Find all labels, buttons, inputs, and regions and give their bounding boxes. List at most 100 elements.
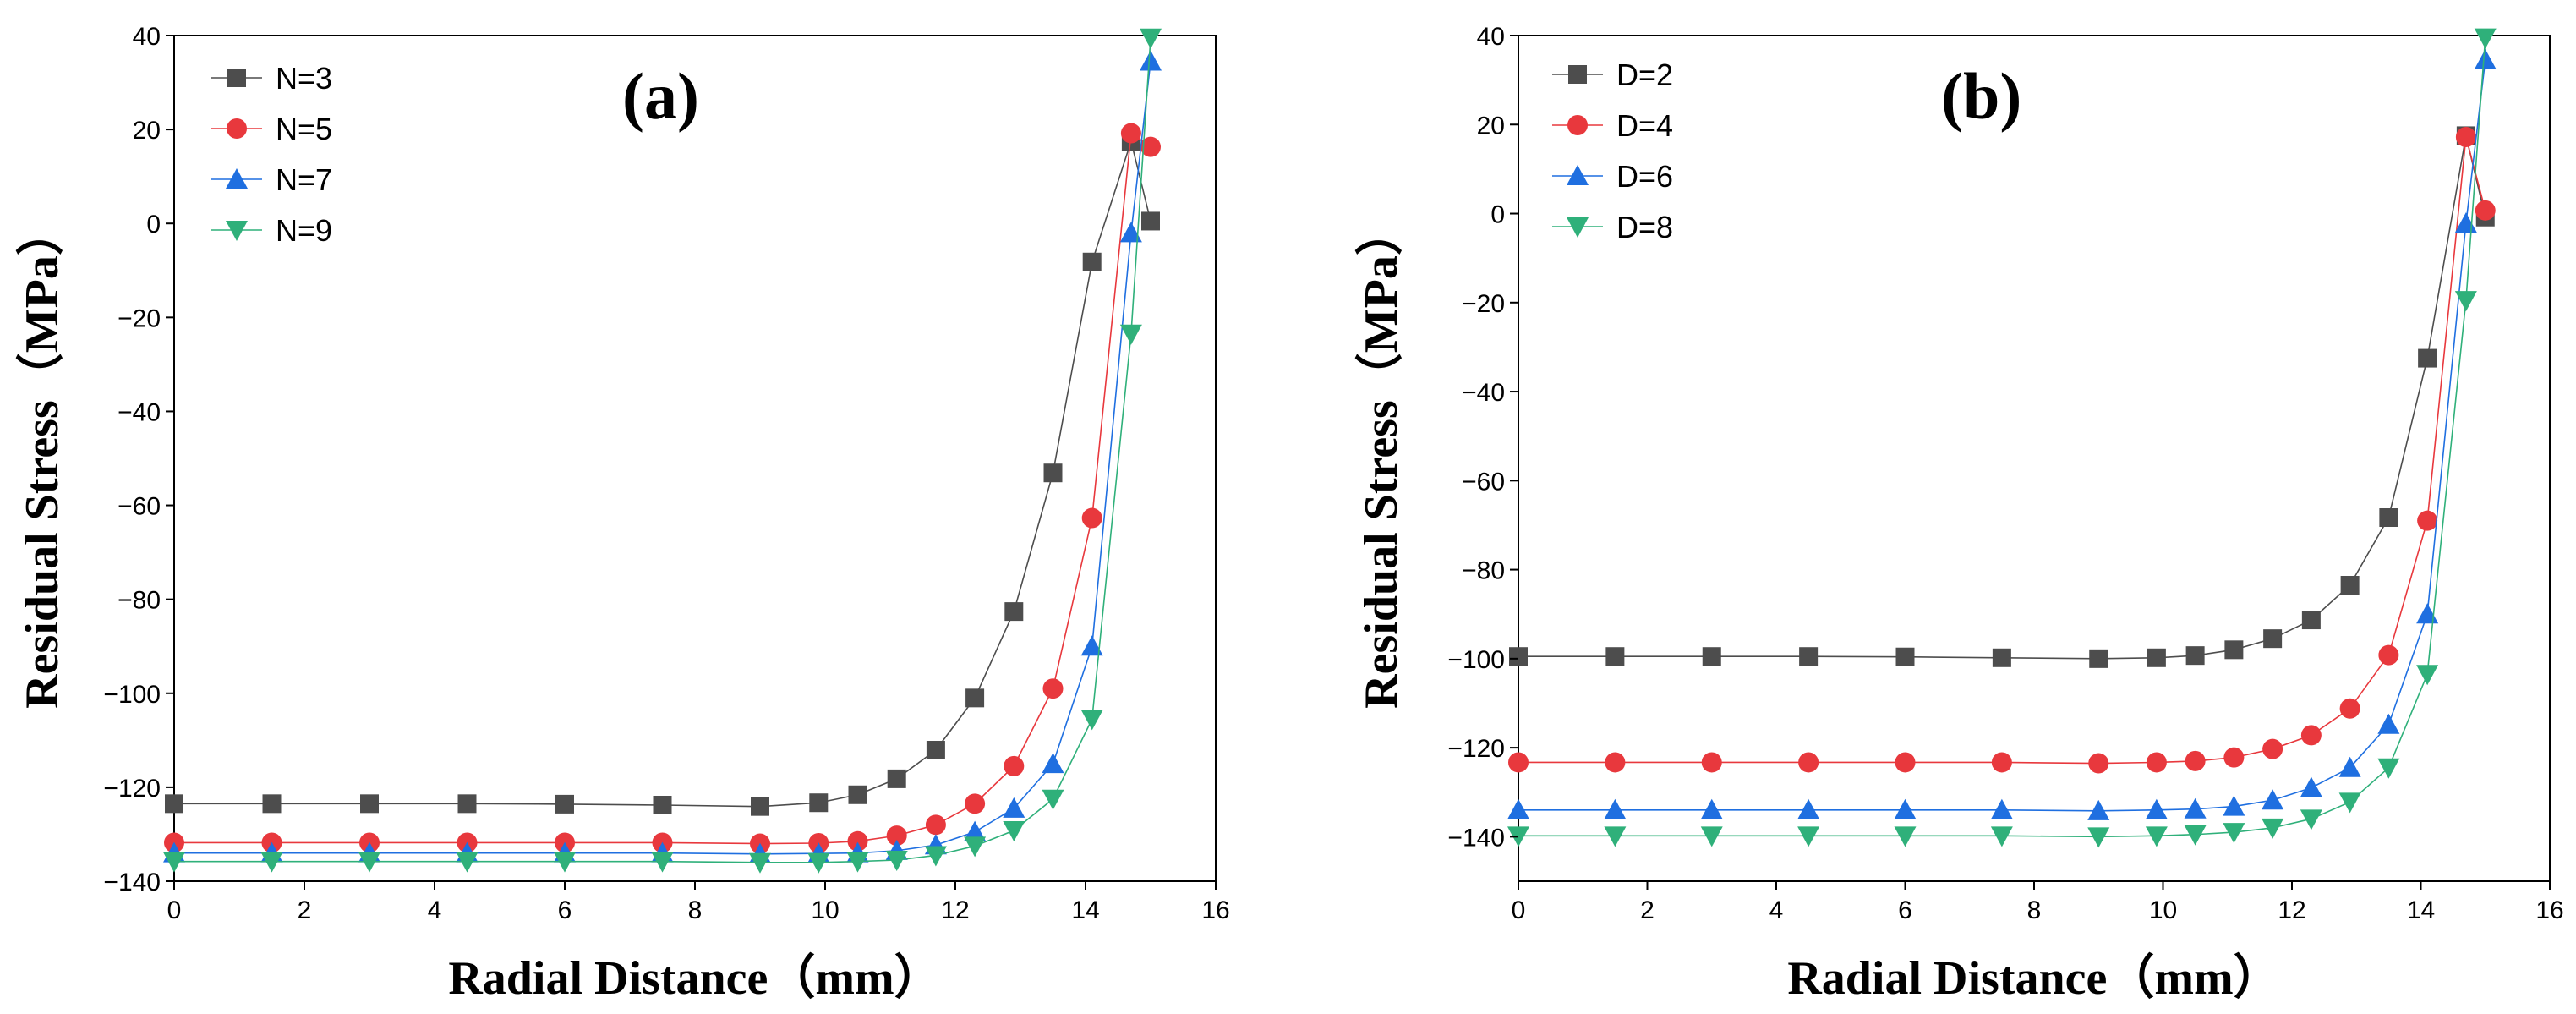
data-point-N=3 — [1141, 211, 1160, 231]
y-axis-title: Residual Stress（MPa） — [1354, 208, 1408, 709]
legend: N=3 N=5 N=7 N=9 — [211, 61, 332, 248]
data-point-D=6 — [1700, 798, 1723, 819]
y-tick-label: 0 — [1490, 201, 1505, 229]
data-point-D=8 — [1700, 826, 1723, 847]
legend-label: D=2 — [1616, 58, 1673, 92]
x-tick-label: 16 — [2535, 896, 2563, 924]
data-point-N=9 — [846, 852, 869, 873]
y-axis-ticks: −140 −120 −100 −80 −60 −40 −20 0 20 40 — [1447, 23, 1518, 852]
data-point-N=9 — [924, 846, 947, 867]
data-point-D=6 — [1990, 798, 2013, 819]
data-point-D=2 — [2089, 649, 2108, 668]
data-point-D=2 — [2224, 640, 2244, 660]
data-point-D=2 — [2185, 646, 2205, 666]
data-point-D=8 — [2087, 827, 2110, 848]
legend-marker — [1568, 65, 1587, 84]
data-point-N=3 — [887, 769, 906, 788]
data-point-D=4 — [1991, 752, 2012, 773]
data-point-D=6 — [2184, 797, 2207, 819]
data-point-D=2 — [1702, 647, 1721, 666]
data-point-D=8 — [2223, 823, 2245, 844]
data-point-D=4 — [1508, 752, 1529, 773]
y-tick-label: −20 — [1462, 290, 1505, 318]
data-point-N=7 — [1042, 753, 1064, 774]
x-tick-label: 12 — [941, 896, 969, 924]
data-point-N=9 — [651, 852, 674, 873]
legend-label: N=5 — [276, 112, 332, 146]
chart-panel-b: 0 2 4 6 8 10 12 14 16 −140 −120 −100 −80 −60 −40 −20 0 2… — [1354, 23, 2564, 1005]
data-point-D=8 — [2338, 792, 2361, 814]
data-point-D=2 — [1509, 647, 1528, 666]
y-tick-label: −120 — [103, 775, 161, 803]
y-tick-label: −120 — [1447, 735, 1505, 763]
data-point-N=5 — [1081, 507, 1102, 529]
data-point-N=3 — [360, 794, 379, 814]
data-point-D=2 — [2379, 508, 2398, 527]
data-point-D=8 — [2377, 758, 2400, 779]
data-point-D=4 — [2185, 750, 2206, 771]
series-line-D=8 — [1518, 37, 2486, 838]
legend-marker — [227, 118, 247, 139]
data-point-D=6 — [2145, 798, 2168, 819]
legend-label: D=8 — [1616, 210, 1673, 244]
data-point-D=4 — [2475, 200, 2496, 221]
legend-label: D=4 — [1616, 108, 1673, 143]
x-tick-label: 6 — [558, 896, 572, 924]
data-point-N=3 — [1082, 252, 1102, 271]
data-point-D=8 — [2474, 28, 2497, 49]
data-point-D=4 — [1895, 752, 1916, 773]
y-axis-title: Residual Stress（MPa） — [15, 208, 68, 709]
y-tick-label: −40 — [118, 398, 161, 426]
panel-label: (a) — [622, 59, 699, 133]
x-tick-label: 2 — [298, 896, 312, 924]
data-point-N=3 — [751, 797, 769, 816]
data-point-N=3 — [457, 794, 477, 814]
data-point-N=9 — [749, 852, 771, 874]
data-point-D=8 — [1894, 826, 1917, 847]
legend-marker — [1567, 115, 1588, 135]
x-axis-ticks: 0 2 4 6 8 10 12 14 16 — [167, 881, 1230, 924]
data-point-D=4 — [1701, 752, 1722, 773]
x-tick-label: 16 — [1201, 896, 1229, 924]
legend-marker — [226, 168, 248, 189]
data-point-N=9 — [1140, 28, 1162, 49]
data-point-N=9 — [1119, 324, 1142, 345]
data-point-D=6 — [2377, 713, 2400, 734]
data-point-N=7 — [964, 820, 987, 841]
data-point-N=9 — [964, 836, 987, 858]
data-point-D=6 — [1604, 798, 1627, 819]
data-point-D=4 — [2455, 127, 2476, 147]
data-point-N=3 — [262, 794, 282, 814]
y-tick-label: −100 — [1447, 646, 1505, 674]
data-point-N=5 — [965, 793, 986, 814]
data-point-N=9 — [358, 852, 380, 873]
data-point-D=4 — [2088, 753, 2109, 774]
data-point-N=7 — [1140, 50, 1162, 71]
data-point-N=5 — [1120, 123, 1141, 144]
series-layer — [163, 28, 1162, 874]
data-point-D=8 — [2145, 826, 2168, 847]
y-tick-label: 40 — [133, 23, 161, 51]
data-point-N=3 — [1043, 463, 1063, 483]
data-point-D=2 — [1799, 647, 1819, 666]
data-point-D=4 — [2262, 738, 2283, 759]
data-point-N=5 — [886, 825, 907, 847]
data-point-D=6 — [2300, 776, 2322, 797]
y-tick-label: −140 — [103, 869, 161, 896]
data-point-N=7 — [1003, 797, 1025, 818]
legend-label: N=9 — [276, 213, 332, 248]
data-point-D=8 — [1990, 826, 2013, 847]
y-tick-label: −40 — [1462, 379, 1505, 407]
y-tick-label: −60 — [1462, 468, 1505, 496]
x-tick-label: 10 — [2149, 896, 2177, 924]
data-point-D=4 — [2146, 752, 2167, 773]
x-tick-label: 12 — [2278, 896, 2305, 924]
data-point-N=7 — [1080, 635, 1103, 656]
legend-label: N=3 — [276, 61, 332, 96]
data-point-D=2 — [2340, 576, 2360, 595]
data-point-N=5 — [925, 814, 946, 836]
data-point-D=6 — [2262, 789, 2284, 810]
y-axis-ticks: −140 −120 −100 −80 −60 −40 −20 0 20 40 — [103, 23, 174, 896]
data-point-D=6 — [2223, 795, 2245, 816]
